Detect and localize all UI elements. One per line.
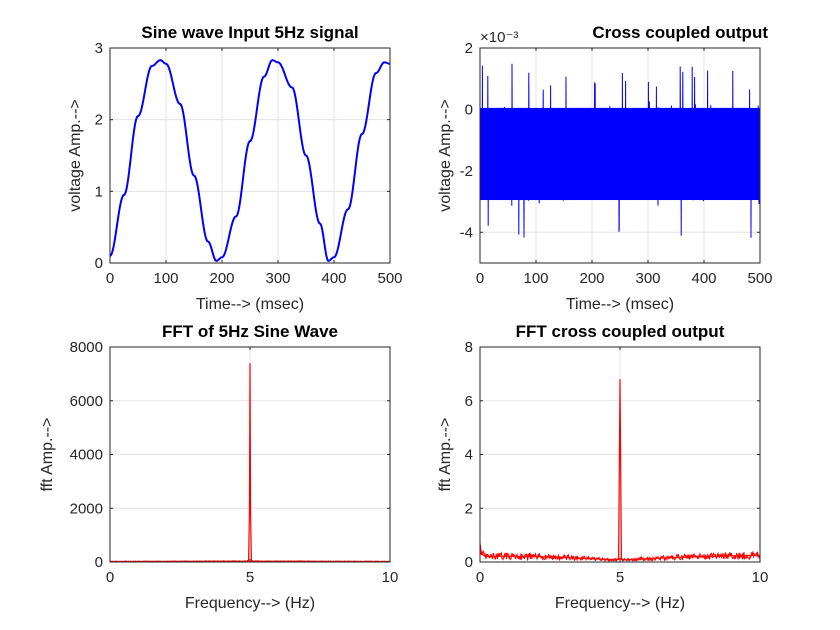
y-tick-label: 6 [465,393,473,410]
x-axis-label: Frequency--> (Hz) [185,595,315,612]
series-line [110,59,390,262]
y-tick-label: 8000 [70,339,103,356]
x-tick-label: 400 [691,270,716,287]
x-tick-label: 500 [377,270,402,287]
x-tick-label: 0 [476,569,484,586]
x-tick-label: 0 [476,270,484,287]
subplot-3: 0 5 10 0 2000 4000 6000 8000 FFT of 5Hz Sine Wav… [39,322,398,612]
data-layer [480,63,760,238]
chart-title: Cross coupled output [592,23,768,42]
y-axis-label: fft Amp.--> [39,418,56,492]
chart-title: FFT of 5Hz Sine Wave [162,322,338,341]
x-tick-label: 5 [616,569,624,586]
x-tick-label: 300 [635,270,660,287]
x-tick-label: 300 [265,270,290,287]
y-axis-label: fft Amp.--> [437,418,454,492]
axes-box [109,346,391,563]
data-layer [110,363,390,562]
x-axis-label: Frequency--> (Hz) [555,595,685,612]
y-tick-label: 0 [95,554,103,571]
x-axis-label: Time--> (msec) [566,296,674,313]
x-tick-label: 10 [382,569,399,586]
y-tick-label: 2000 [70,500,103,517]
x-tick-label: 400 [321,270,346,287]
x-tick-label: 500 [747,270,772,287]
y-axis-label: voltage Amp.--> [67,99,84,212]
y-tick-label: 8 [465,339,473,356]
subplot-4: 0 5 10 0 2 4 6 8 FFT cross coupled output Frequen… [437,322,768,612]
x-tick-label: 0 [106,270,114,287]
y-tick-label: 2 [465,40,473,57]
y-tick-label: 2 [465,500,473,517]
x-tick-label: 5 [246,569,254,586]
noise-floor-line [110,559,390,562]
noise-floor-line [480,548,760,562]
y-tick-label: 2 [95,112,103,129]
chart-title: Sine wave Input 5Hz signal [141,23,358,42]
y-tick-label: 4 [465,447,473,464]
y-tick-label: 1 [95,183,103,200]
x-tick-label: 0 [106,569,114,586]
y-tick-label: 3 [95,40,103,57]
plot-area [110,48,390,263]
y-axis-exponent: ×10⁻³ [480,29,518,46]
x-tick-label: 200 [579,270,604,287]
y-tick-label: 0 [465,554,473,571]
y-tick-label: 6000 [70,393,103,410]
x-tick-label: 100 [153,270,178,287]
subplot-2: 0 100 200 300 400 500 2 0 -2 -4 Cross coupled outp… [437,23,773,313]
y-tick-label: 4000 [70,447,103,464]
data-layer [110,59,390,262]
chart-title: FFT cross coupled output [516,322,725,341]
y-axis-label: voltage Amp.--> [437,99,454,212]
y-tick-label: 0 [95,255,103,272]
x-tick-label: 200 [209,270,234,287]
x-axis-label: Time--> (msec) [196,296,304,313]
x-tick-label: 100 [523,270,548,287]
axes-box [479,346,761,563]
subplot-1: 0 100 200 300 400 500 0 1 2 3 Sine wave Input 5Hz … [67,23,403,313]
y-tick-label: -2 [460,163,473,180]
axes-box [109,47,391,264]
data-layer [480,379,760,562]
y-tick-label: 0 [465,101,473,118]
x-tick-label: 10 [752,569,769,586]
y-tick-label: -4 [460,224,473,241]
series-line [480,63,760,238]
axes-box [479,47,761,264]
